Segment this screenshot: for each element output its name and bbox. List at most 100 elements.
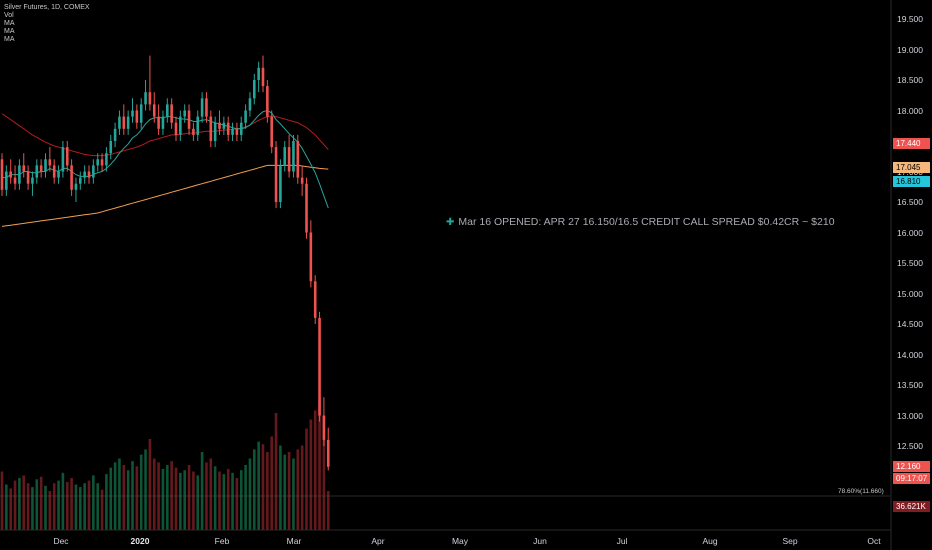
candle-body [48,159,52,166]
flag-icon: ✚ [446,217,455,228]
last-price-badge: 12.160 [893,461,930,472]
candle-body [139,104,143,123]
candle-body [13,177,17,184]
volume-bar [79,487,82,530]
time-tick-label: May [451,536,469,546]
candle-body [0,159,4,190]
candle-body [57,171,60,178]
volume-bar [144,449,147,530]
candle-body [70,165,73,190]
legend-ma-3[interactable]: MA [4,36,15,43]
candle-body [74,183,78,190]
time-tick-label: Mar [286,536,302,546]
volume-bar [57,480,60,530]
volume-bar [152,458,156,530]
candle-body [239,122,243,135]
candle-body [170,104,173,123]
volume-bar [274,413,278,530]
candle-body [87,171,91,178]
candle-body [157,116,160,129]
time-tick-label: Apr [371,536,385,546]
price-tick-label: 13.000 [897,410,923,421]
candles [0,55,330,471]
volume-bar [74,484,78,530]
candle-body [200,98,204,117]
volume-bar [187,465,191,530]
candle-body [105,153,108,166]
price-tick-label: 13.500 [897,380,923,390]
candle-body [231,128,234,135]
candle-body [31,177,34,184]
price-tick-label: 16.500 [897,197,923,207]
price-tick-label: 12.500 [897,441,923,451]
candle-body [44,159,47,172]
candle-body [166,104,169,117]
candle-body [96,159,99,166]
candle-body [205,98,208,117]
volume-bar [179,472,182,530]
volume-bar [231,472,234,530]
volume-bar [92,475,95,530]
volume-bar [253,449,256,530]
candle-body [9,171,12,178]
trade-note[interactable]: ✚ Mar 16 OPENED: APR 27 16.150/16.5 CREDI… [446,216,835,228]
candle-body [148,92,152,105]
candle-body [235,128,239,135]
candle-body [135,110,139,123]
time-tick-label: 2020 [130,536,150,546]
moving-averages [1,109,329,227]
volume-bar [0,471,4,530]
candle-body [35,165,39,178]
ma-mid-badge: 16.810 [893,176,930,187]
volume-bar [309,419,313,530]
candle-body [52,165,56,178]
volume-bar [135,466,139,530]
candle-body [196,116,200,135]
volume-bar [170,461,173,530]
time-tick-label: Dec [53,536,69,546]
chart-legend: Silver Futures, 1D, COMEX Vol MA MA MA [4,4,90,44]
volume-bar [239,470,243,530]
candle-body [109,141,113,154]
candle-body [266,86,269,117]
volume-bar [22,475,26,530]
candle-body [183,110,186,117]
candle-body [287,147,291,172]
ma-mid-line [1,113,329,157]
volume-bar [183,470,186,530]
candle-body [131,110,134,117]
candle-body [257,67,260,80]
volume-bar [248,458,252,530]
ma-slow-line [1,164,329,227]
candle-body [26,171,30,184]
volume-bar [83,483,86,530]
volume-bar [9,488,12,530]
candle-body [192,128,195,135]
volume-bar [65,481,69,530]
symbol-title[interactable]: Silver Futures, 1D, COMEX [4,4,90,11]
volume-bar [244,465,247,530]
candle-body [144,92,147,105]
volume-bar [326,491,330,530]
candle-body [122,116,126,129]
candle-body [270,116,273,148]
ma-fast-badge: 17.440 [893,138,930,149]
volume-bar [139,454,143,530]
volume-bar [48,491,52,530]
volume-bar [283,454,287,530]
volume-bar [148,439,152,530]
ma-fast-line [2,109,329,209]
volume-bar [270,436,273,530]
volume-bar [296,449,300,530]
volume-bar [96,483,99,530]
legend-ma-1[interactable]: MA [4,20,15,27]
legend-vol[interactable]: Vol [4,12,14,19]
volume-bar [109,467,113,530]
time-tick-label: Aug [702,536,718,546]
price-tick-label: 19.500 [897,14,923,24]
price-tick-label: 19.000 [897,44,923,55]
candle-body [113,128,117,141]
legend-ma-2[interactable]: MA [4,28,15,35]
volume-bar [35,479,39,530]
